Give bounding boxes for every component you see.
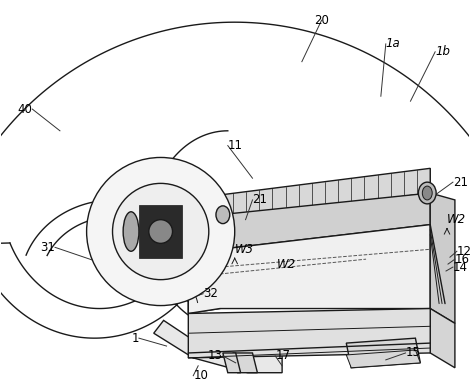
Text: 1: 1: [131, 332, 139, 345]
Polygon shape: [220, 193, 430, 249]
Polygon shape: [220, 193, 430, 249]
Polygon shape: [193, 340, 282, 373]
Polygon shape: [430, 193, 455, 324]
Text: 15: 15: [406, 346, 420, 360]
Text: 12: 12: [457, 245, 472, 258]
Text: W3: W3: [235, 243, 254, 256]
Text: 40: 40: [18, 103, 32, 116]
Text: 17: 17: [275, 349, 290, 363]
Polygon shape: [220, 168, 430, 220]
Text: 1b: 1b: [435, 45, 450, 58]
Circle shape: [149, 220, 173, 243]
Ellipse shape: [216, 206, 230, 224]
Polygon shape: [233, 353, 257, 373]
Polygon shape: [223, 353, 241, 373]
Polygon shape: [188, 308, 430, 358]
Text: 11: 11: [228, 139, 243, 152]
Polygon shape: [139, 205, 182, 258]
Text: 21: 21: [453, 176, 468, 188]
Polygon shape: [188, 224, 430, 313]
Circle shape: [112, 183, 209, 280]
Polygon shape: [346, 338, 420, 368]
Ellipse shape: [419, 182, 436, 204]
Text: W2: W2: [277, 258, 296, 271]
Text: W1: W1: [176, 211, 196, 224]
Text: 1a: 1a: [386, 38, 401, 50]
Text: 31: 31: [40, 241, 55, 254]
Circle shape: [87, 158, 235, 306]
Polygon shape: [154, 320, 228, 358]
Polygon shape: [188, 215, 220, 313]
Polygon shape: [188, 215, 220, 254]
Text: 16: 16: [455, 253, 470, 265]
Text: 10: 10: [193, 369, 208, 382]
Ellipse shape: [123, 212, 139, 251]
Ellipse shape: [422, 186, 432, 200]
Text: 13: 13: [208, 349, 223, 363]
Text: 14: 14: [453, 260, 468, 274]
Polygon shape: [346, 350, 420, 368]
Text: W2: W2: [447, 213, 466, 226]
Text: 32: 32: [203, 287, 218, 300]
Polygon shape: [430, 308, 455, 368]
Text: 21: 21: [253, 194, 267, 206]
Text: 20: 20: [314, 14, 329, 27]
